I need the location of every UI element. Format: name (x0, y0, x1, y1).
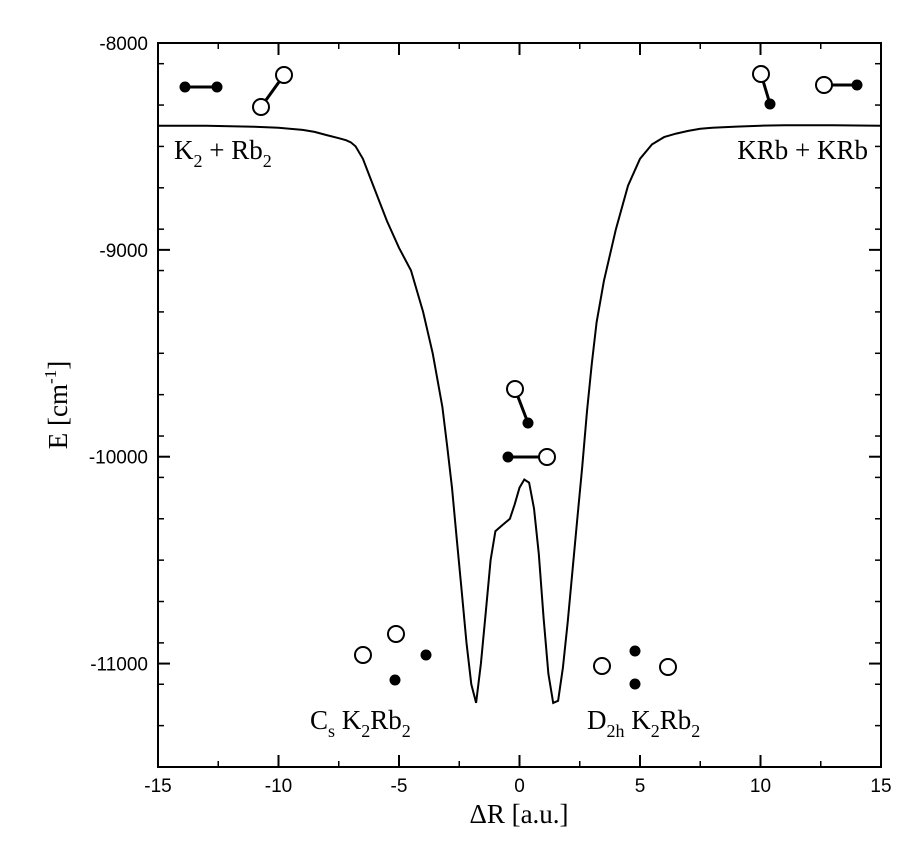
k2-rb2-molecules-icon (179, 66, 293, 116)
y-tick-label: -11000 (90, 655, 148, 676)
annotation-k2-rb2: K2 + Rb2 (174, 135, 272, 171)
y-axis-label: E [cm-1] (41, 361, 73, 449)
x-tick-label: -15 (144, 776, 171, 797)
annotation-krb-krb: KRb + KRb (737, 135, 868, 165)
annotation-d2h-k2rb2: D2h K2Rb2 (587, 705, 700, 741)
y-tick-label: -10000 (89, 448, 148, 469)
x-tick-label: 10 (750, 776, 771, 797)
axis-tick-labels: -15 -10 -5 0 5 10 15 -11000 -10000 -9000 -8000 (89, 34, 892, 797)
annotation-cs-k2rb2: Cs K2Rb2 (310, 705, 411, 741)
cs-k2rb2-molecules-icon (354, 625, 432, 686)
x-tick-label: -5 (391, 776, 408, 797)
x-tick-label: 0 (514, 776, 525, 797)
x-tick-label: 5 (635, 776, 646, 797)
series-line (158, 124, 882, 705)
transition-state-molecules-icon (502, 380, 556, 466)
x-tick-label: -10 (265, 776, 292, 797)
y-tick-label: -9000 (99, 241, 148, 262)
x-tick-label: 15 (870, 776, 891, 797)
krb-krb-molecules-icon (752, 65, 863, 110)
y-tick-label: -8000 (99, 34, 148, 55)
d2h-k2rb2-molecules-icon (593, 645, 677, 690)
axis-ticks (157, 42, 882, 768)
x-axis-label: ΔR [a.u.] (469, 799, 568, 829)
